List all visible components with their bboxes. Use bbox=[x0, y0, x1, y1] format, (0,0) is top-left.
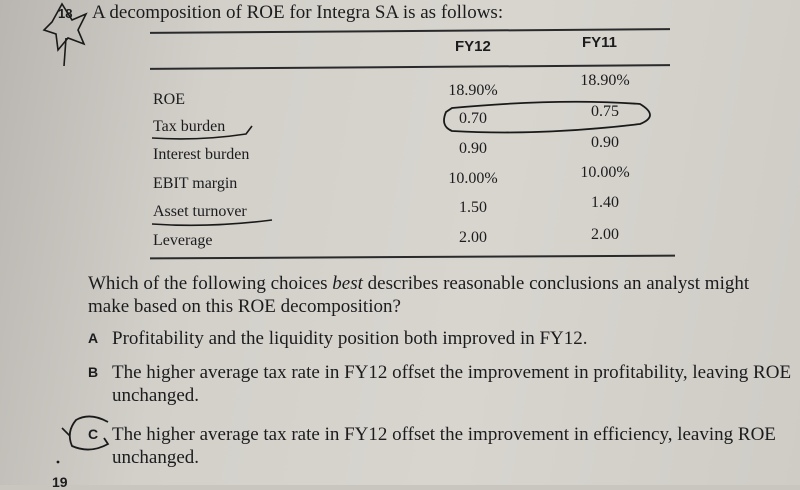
cell-interest-burden-fy11: 0.90 bbox=[591, 134, 619, 151]
column-header-fy11: FY11 bbox=[582, 34, 618, 51]
question-title: A decomposition of ROE for Integra SA is… bbox=[92, 2, 504, 23]
cell-asset-turnover-fy12: 1.50 bbox=[459, 199, 487, 216]
cell-tax-burden-fy12: 0.70 bbox=[459, 110, 487, 127]
cell-leverage-fy12: 2.00 bbox=[459, 229, 487, 246]
row-label-tax-burden: Tax burden bbox=[153, 118, 226, 135]
row-label-roe: ROE bbox=[153, 91, 185, 108]
question-number: 18 bbox=[58, 6, 73, 21]
row-label-interest-burden: Interest burden bbox=[153, 146, 250, 163]
row-label-ebit-margin: EBIT margin bbox=[153, 175, 238, 192]
question-prompt: Which of the following choices best desc… bbox=[88, 273, 750, 317]
cell-ebit-margin-fy11: 10.00% bbox=[580, 164, 630, 181]
cell-ebit-margin-fy12: 10.00% bbox=[448, 170, 498, 187]
prompt-emphasis: best bbox=[332, 273, 363, 294]
tax-burden-underline bbox=[151, 125, 253, 140]
asset-turnover-underline bbox=[151, 219, 273, 227]
option-c-circle bbox=[68, 415, 110, 451]
option-b-text[interactable]: The higher average tax rate in FY12 offs… bbox=[112, 362, 792, 406]
option-c-check bbox=[61, 427, 71, 437]
option-c-letter: C bbox=[88, 426, 99, 442]
cell-roe-fy12: 18.90% bbox=[448, 82, 498, 99]
row-label-asset-turnover: Asset turnover bbox=[153, 203, 247, 220]
tax-burden-circle bbox=[443, 100, 651, 134]
ink-dot bbox=[56, 460, 60, 464]
cell-tax-burden-fy11: 0.75 bbox=[591, 103, 619, 120]
option-a-letter: A bbox=[88, 330, 99, 346]
row-label-leverage: Leverage bbox=[153, 232, 213, 249]
column-header-fy12: FY12 bbox=[455, 38, 491, 55]
option-b-letter: B bbox=[88, 364, 99, 380]
cell-asset-turnover-fy11: 1.40 bbox=[591, 194, 619, 211]
star-scribble bbox=[42, 2, 88, 52]
cell-roe-fy11: 18.90% bbox=[580, 72, 630, 89]
cell-leverage-fy11: 2.00 bbox=[591, 226, 619, 243]
option-c-text[interactable]: The higher average tax rate in FY12 offs… bbox=[112, 424, 776, 468]
scribble-tail bbox=[63, 37, 67, 67]
cell-interest-burden-fy12: 0.90 bbox=[459, 140, 487, 157]
option-a-text[interactable]: Profitability and the liquidity position… bbox=[112, 328, 588, 349]
